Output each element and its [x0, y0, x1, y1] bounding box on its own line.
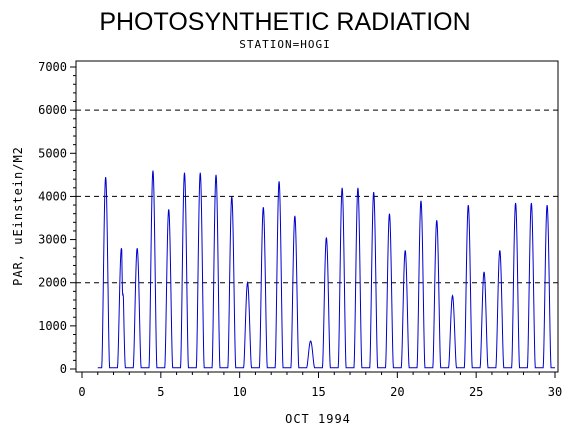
x-axis: 0 5 10 15 20 25 30 [78, 372, 562, 399]
x-tick-label: 30 [548, 385, 562, 399]
x-tick-label: 15 [311, 385, 325, 399]
y-axis-label: PAR, uEinstein/M2 [11, 146, 25, 286]
y-tick-label: 4000 [38, 189, 67, 203]
x-tick-label: 5 [157, 385, 164, 399]
x-tick-label: 10 [232, 385, 246, 399]
chart-title: PHOTOSYNTHETIC RADIATION [99, 8, 470, 36]
series-group [97, 170, 555, 369]
y-tick-label: 1000 [38, 319, 67, 333]
x-axis-label: OCT 1994 [285, 412, 351, 426]
x-tick-label: 25 [469, 385, 483, 399]
x-tick-label: 0 [78, 385, 85, 399]
reference-lines [76, 109, 558, 284]
chart-subtitle: STATION=HOGI [239, 38, 330, 51]
y-tick-label: 3000 [38, 233, 67, 247]
x-tick-label: 20 [390, 385, 404, 399]
y-tick-label: 5000 [38, 146, 67, 160]
y-tick-label: 0 [60, 362, 67, 376]
series-line-par [97, 170, 555, 369]
y-tick-label: 7000 [38, 60, 67, 74]
plot-frame [75, 60, 559, 373]
y-axis: 0 1000 2000 3000 4000 5000 6000 7000 [38, 60, 76, 376]
y-tick-label: 6000 [38, 103, 67, 117]
y-tick-label: 2000 [38, 276, 67, 290]
